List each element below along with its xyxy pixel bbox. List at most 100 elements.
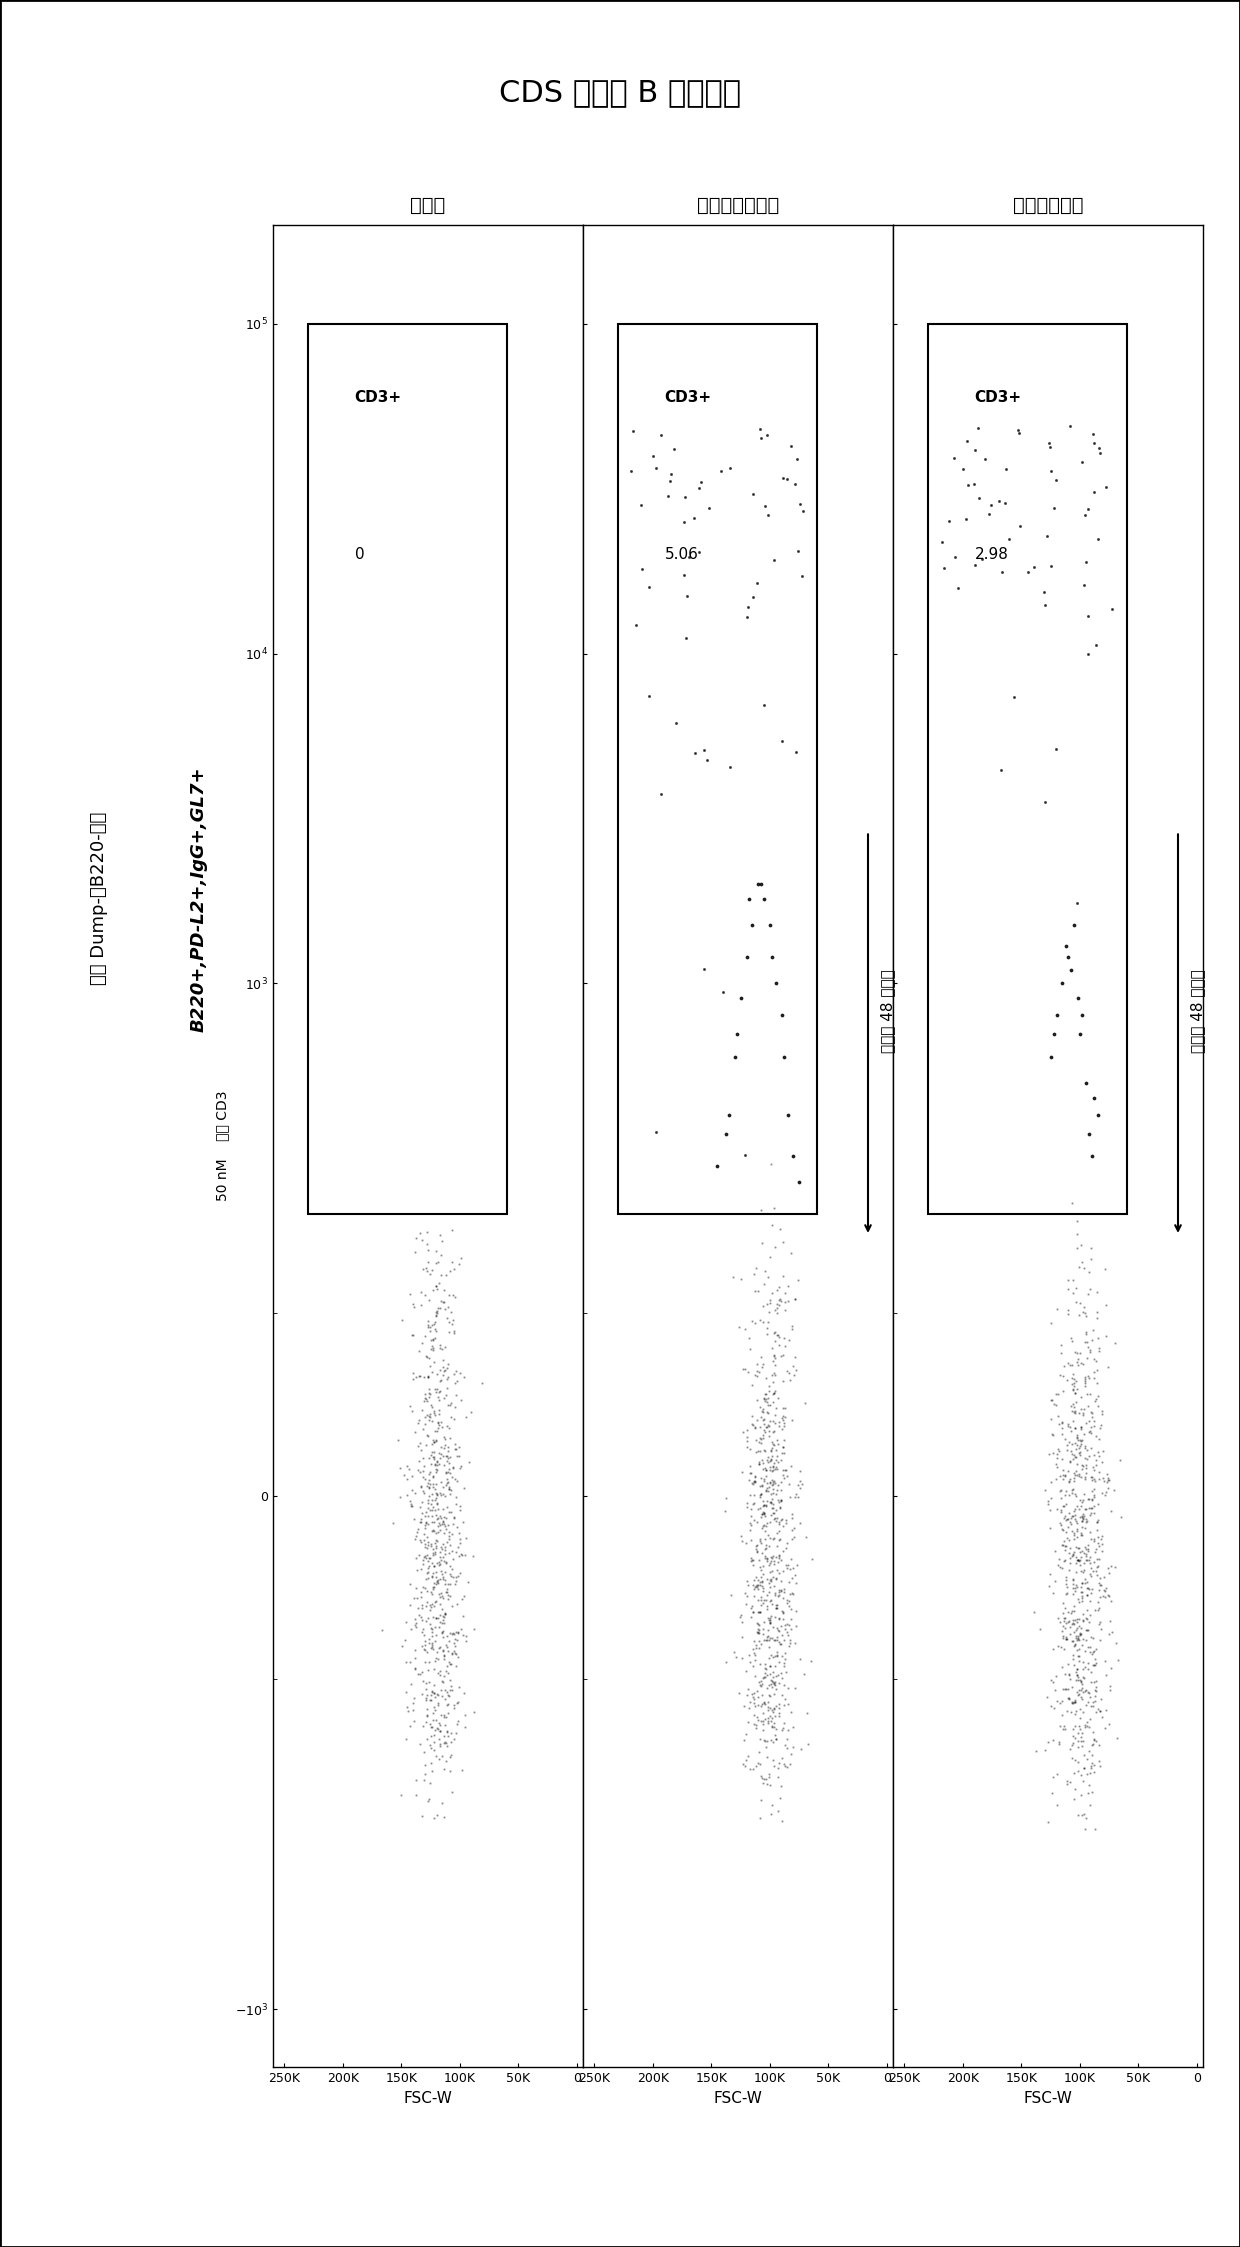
Point — [1047, 730, 1066, 766]
Point — [773, 461, 792, 497]
Point — [1053, 1526, 1073, 1562]
Point — [786, 735, 806, 771]
Point — [1085, 1811, 1105, 1847]
Point — [448, 1438, 467, 1474]
Point — [1055, 1620, 1075, 1656]
Point — [429, 1391, 449, 1427]
Point — [435, 1256, 455, 1292]
Point — [768, 1611, 787, 1647]
Point — [1043, 1759, 1063, 1795]
Point — [1056, 928, 1076, 964]
Point — [412, 1326, 432, 1362]
Point — [1075, 1359, 1095, 1395]
Point — [1080, 1335, 1100, 1371]
Point — [430, 1535, 450, 1571]
Point — [1095, 1252, 1115, 1288]
Point — [753, 1346, 773, 1382]
Point — [784, 1510, 804, 1546]
Point — [430, 1726, 450, 1762]
Point — [408, 1512, 428, 1548]
Point — [743, 1589, 763, 1625]
Point — [775, 1611, 795, 1647]
Point — [1042, 1402, 1061, 1438]
Point — [1079, 1490, 1099, 1526]
Point — [1111, 1499, 1131, 1535]
Point — [756, 1582, 776, 1618]
Point — [754, 1604, 774, 1640]
Point — [740, 1685, 760, 1721]
Point — [1081, 1494, 1101, 1530]
Point — [430, 1654, 450, 1690]
Point — [763, 1658, 782, 1694]
Point — [773, 1429, 792, 1465]
Point — [786, 1548, 806, 1584]
Point — [748, 1703, 768, 1739]
Point — [435, 1532, 455, 1568]
Point — [774, 1687, 794, 1723]
Point — [771, 1503, 791, 1539]
Point — [1065, 1685, 1085, 1721]
Point — [419, 1784, 439, 1820]
Point — [415, 1571, 435, 1607]
Point — [432, 1577, 451, 1613]
Point — [1089, 1454, 1109, 1490]
Point — [758, 1409, 777, 1445]
Point — [432, 1409, 451, 1445]
Point — [405, 1521, 425, 1557]
Point — [1070, 1618, 1090, 1654]
Point — [1078, 1503, 1097, 1539]
Point — [1079, 1402, 1099, 1438]
Point — [427, 1564, 446, 1600]
Point — [419, 1402, 439, 1438]
Point — [775, 1748, 795, 1784]
Point — [1054, 1348, 1074, 1384]
Point — [1096, 1288, 1116, 1323]
Point — [1064, 1604, 1084, 1640]
Point — [436, 1465, 456, 1501]
Point — [743, 908, 763, 944]
Point — [675, 503, 694, 539]
Point — [755, 1252, 775, 1288]
Point — [1084, 1523, 1104, 1559]
Point — [1078, 1481, 1097, 1517]
Point — [441, 1398, 461, 1434]
Point — [753, 1497, 773, 1532]
Point — [1049, 1708, 1069, 1744]
Point — [413, 1663, 433, 1699]
Point — [774, 1746, 794, 1782]
Point — [423, 1512, 443, 1548]
Point — [1068, 1418, 1087, 1454]
Point — [433, 1476, 453, 1512]
Point — [759, 1380, 779, 1416]
Point — [1064, 1492, 1084, 1528]
Point — [1074, 1764, 1094, 1800]
Point — [443, 1532, 463, 1568]
Point — [763, 1463, 782, 1499]
Point — [430, 1586, 450, 1622]
Point — [994, 485, 1014, 521]
Point — [419, 1380, 439, 1416]
Point — [1071, 1497, 1091, 1532]
Point — [761, 1553, 781, 1589]
Point — [444, 1625, 464, 1661]
Point — [1055, 1672, 1075, 1708]
Point — [774, 1452, 794, 1488]
Point — [785, 1625, 805, 1661]
Point — [1052, 1526, 1071, 1562]
Point — [1075, 1530, 1095, 1566]
Point — [438, 1350, 458, 1386]
Point — [1063, 1497, 1083, 1532]
Point — [1024, 548, 1044, 584]
Point — [1040, 454, 1060, 490]
Point — [1095, 1643, 1115, 1679]
Point — [418, 1550, 438, 1586]
Point — [409, 1443, 429, 1479]
Point — [1089, 1591, 1109, 1627]
Point — [383, 1505, 403, 1541]
Point — [786, 1476, 806, 1512]
Point — [420, 1607, 440, 1643]
Point — [1064, 1364, 1084, 1400]
Point — [428, 1245, 448, 1281]
Point — [1045, 463, 1065, 499]
Point — [1068, 1568, 1087, 1604]
